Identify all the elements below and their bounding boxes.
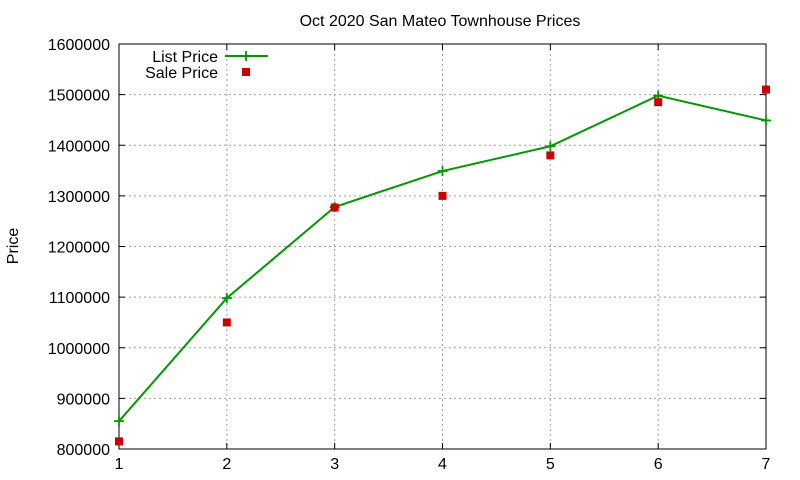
legend-label: List Price [152,49,218,66]
x-tick-label: 5 [546,456,555,473]
y-tick-label: 1500000 [48,88,110,105]
legend-label: Sale Price [145,65,218,82]
list-price-point [114,416,124,427]
x-tick-label: 2 [222,456,231,473]
sale-price-point [222,318,231,327]
y-tick-label: 1000000 [48,341,110,358]
y-tick-label: 1400000 [48,138,110,155]
y-tick-label: 1300000 [48,189,110,206]
x-tick-label: 7 [762,456,771,473]
y-tick-label: 1600000 [48,37,110,54]
plot-border [118,43,767,450]
series-layer [114,85,771,446]
list-price-point [221,293,232,304]
list-price-point [761,115,771,126]
sale-price-point [654,98,663,107]
list-price-point [545,141,556,152]
sale-price-point [438,191,447,200]
chart-title: Oct 2020 San Mateo Townhouse Prices [300,13,581,30]
x-tick-label: 6 [654,456,663,473]
sale-price-point [762,85,770,94]
legend-point-swatch [242,68,250,76]
x-tick-label: 4 [438,456,447,473]
x-tick-label: 1 [115,456,124,473]
legend-point-swatch [241,51,251,61]
y-tick-label: 1100000 [49,290,110,307]
y-axis-label: Price [5,228,22,265]
sale-price-point [546,151,555,160]
y-tick-label: 900000 [57,391,110,408]
x-tick-label: 3 [330,456,339,473]
list-price-point [437,166,448,177]
grid-lines [119,44,766,449]
series-1 [115,85,770,446]
sale-price-point [115,437,123,446]
sale-price-point [330,203,339,212]
axes: 800000 900000 1000000 1100000 1200000 1300000… [48,37,771,473]
y-tick-label: 800000 [57,442,110,459]
y-tick-label: 1200000 [48,240,110,257]
